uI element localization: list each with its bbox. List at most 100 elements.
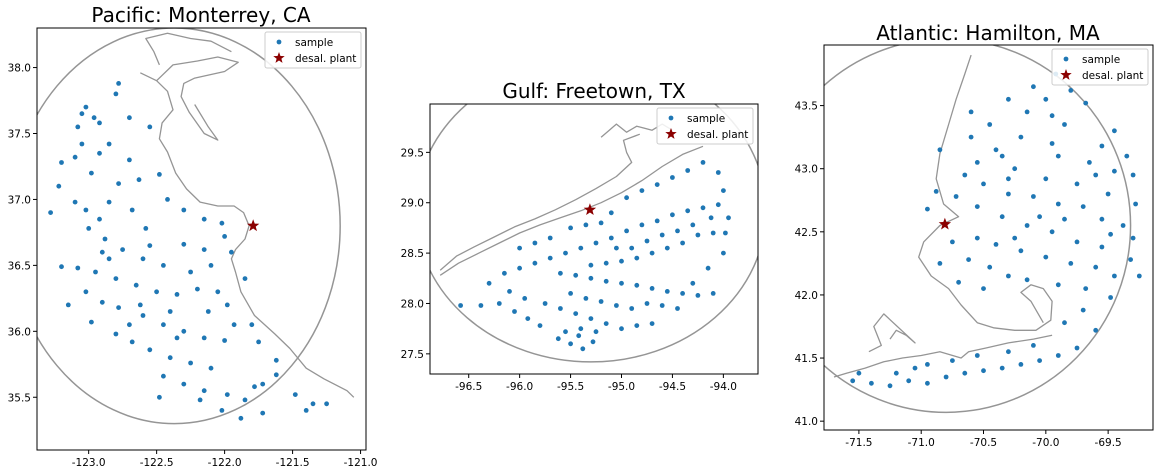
sample-point [659,232,665,238]
legend-box [656,107,754,145]
sample-point [120,247,125,253]
sample-point [1133,201,1138,207]
sample-point [1043,176,1049,182]
sample-point [629,306,635,311]
sample-point [987,122,993,127]
sample-point [639,222,645,228]
legend: sample desal. plant [656,107,754,145]
sample-point [1006,96,1011,102]
legend-plant-label: desal. plant [295,53,356,65]
sample-point [708,215,714,221]
sample-point [721,250,726,256]
sample-point [181,207,187,213]
sample-point [629,245,635,251]
sample-point [242,397,248,403]
y-tick-label: 43.0 [795,164,818,176]
y-tick-label: 41.0 [795,416,818,428]
sample-point [517,245,522,251]
sample-point [588,275,594,281]
sample-point [1049,229,1055,235]
sample-point [634,282,640,288]
sample-point [608,210,614,216]
legend: sample desal. plant [1051,48,1149,86]
sample-point [1074,345,1080,351]
sample-point [950,358,955,363]
legend-sample-label: sample [1082,54,1120,66]
sample-point [1108,231,1113,237]
sample-point [634,323,640,328]
sample-point [906,378,912,384]
coastline [156,56,239,141]
sample-point [937,261,943,266]
sample-point [56,183,62,189]
sample-point [690,222,696,228]
y-tick-label: 42.0 [795,290,818,302]
sample-point [1037,358,1042,363]
sample-point [576,333,582,339]
sample-point [249,322,255,328]
y-tick-label: 37.0 [8,194,31,206]
sample-point [933,189,939,194]
sample-point [136,177,142,183]
sample-point [624,228,629,234]
coastline [145,32,232,66]
sample-point [583,296,589,301]
sample-point [97,150,102,156]
sample-point [99,299,105,305]
sample-point [547,235,553,241]
legend-sample-label: sample [295,37,333,49]
sample-point [710,291,716,296]
sample-point [1108,295,1113,300]
sample-point [659,303,665,308]
sample-point [619,258,624,264]
x-tick-label: -122.0 [208,457,242,469]
sample-point [126,322,132,328]
sample-point [1006,191,1011,197]
sample-point [558,270,563,276]
sample-point [644,238,650,244]
sample-point [953,194,959,199]
sample-point [981,181,986,187]
sample-point [1074,239,1080,245]
sample-point [614,245,619,251]
sample-point [675,306,680,311]
sample-point [75,265,81,271]
sample-point [1120,223,1126,228]
sample-point [1049,141,1055,146]
sample-point [974,235,980,241]
y-tick-label: 29.5 [401,147,424,159]
sample-point [201,216,207,222]
sample-point [116,81,121,86]
sample-point [542,301,548,306]
sample-point [1099,244,1105,250]
sample-point [113,331,119,337]
coastline [918,54,1053,331]
sample-point [588,316,594,321]
sample-point [943,374,949,380]
sample-point [205,309,211,314]
sample-point [260,410,266,416]
sample-point [106,141,112,147]
y-tick-label: 29.0 [401,198,424,210]
sample-point [670,212,675,218]
sample-point [201,247,207,253]
sample-point [966,257,971,262]
sample-point [644,301,650,306]
sample-point [614,303,619,308]
sample-point [710,230,716,236]
sample-point [222,338,228,343]
sample-point [987,264,993,270]
sample-point [568,291,573,296]
sample-point [962,172,968,178]
y-tick-label: 36.5 [8,260,31,272]
sample-point [1049,113,1055,119]
sample-point [1031,343,1036,348]
sample-point [634,255,640,261]
desal-plant-marker [246,219,260,232]
sample-point [522,296,528,301]
sample-point [1062,122,1067,127]
sample-point [1083,286,1089,291]
chart-title: Gulf: Freetown, TX [502,79,686,103]
sample-point [925,362,930,367]
